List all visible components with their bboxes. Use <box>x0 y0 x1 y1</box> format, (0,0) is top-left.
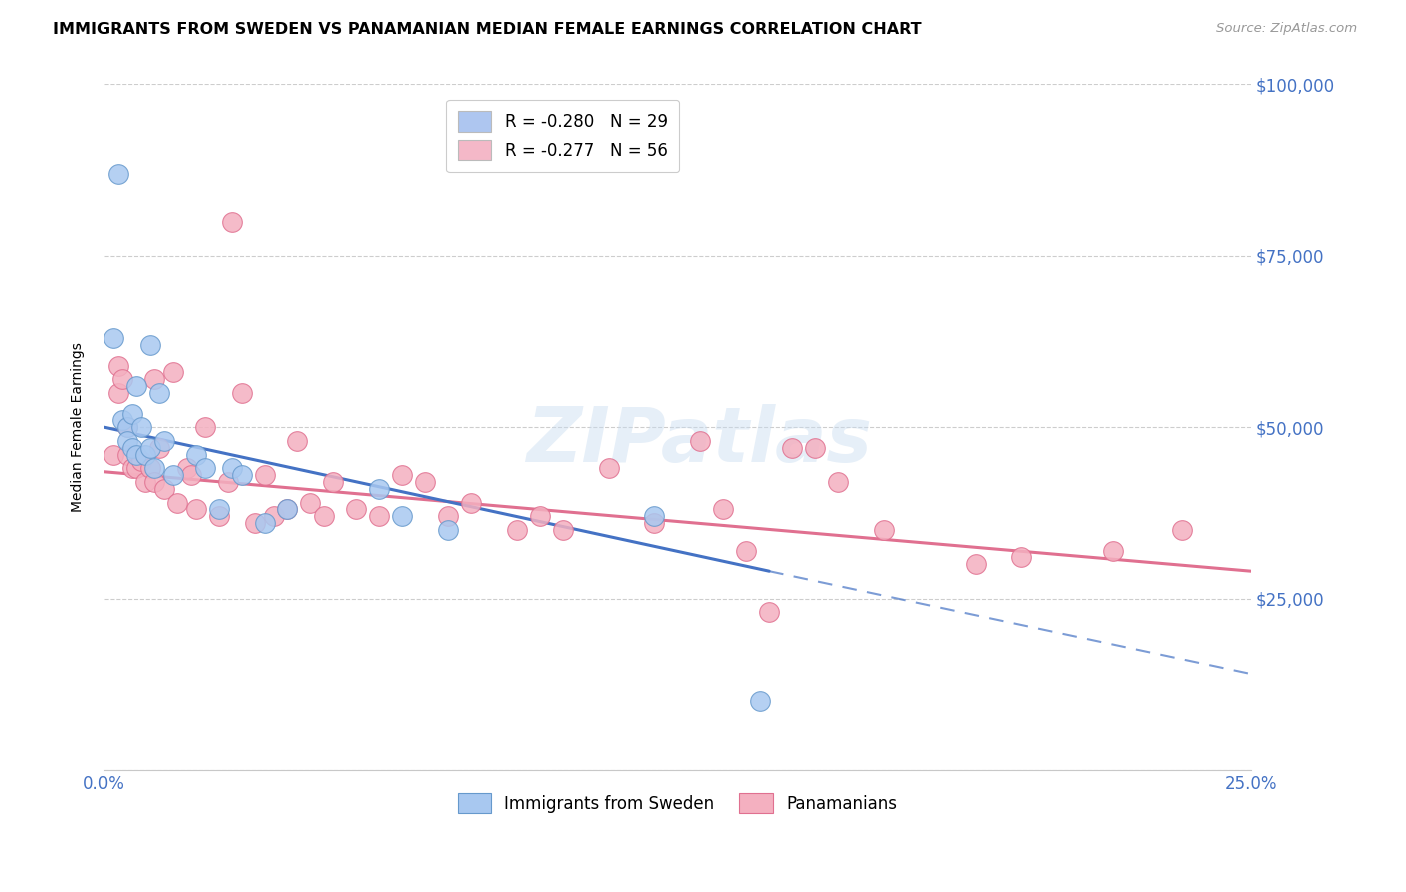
Point <box>285 434 308 448</box>
Point <box>643 516 665 531</box>
Point <box>263 509 285 524</box>
Point <box>344 502 367 516</box>
Point <box>551 523 574 537</box>
Point <box>121 407 143 421</box>
Point <box>437 523 460 537</box>
Point <box>162 468 184 483</box>
Point <box>253 516 276 531</box>
Point <box>253 468 276 483</box>
Point <box>827 475 849 489</box>
Point <box>143 475 166 489</box>
Point <box>231 468 253 483</box>
Point <box>506 523 529 537</box>
Point <box>689 434 711 448</box>
Point <box>166 495 188 509</box>
Point <box>121 461 143 475</box>
Point <box>134 448 156 462</box>
Point <box>598 461 620 475</box>
Point <box>129 454 152 468</box>
Point <box>965 558 987 572</box>
Point <box>437 509 460 524</box>
Point <box>115 434 138 448</box>
Point <box>780 441 803 455</box>
Point <box>735 543 758 558</box>
Point <box>194 420 217 434</box>
Text: ZIPatlas: ZIPatlas <box>527 404 873 478</box>
Point <box>184 502 207 516</box>
Point <box>749 694 772 708</box>
Point <box>148 441 170 455</box>
Point <box>115 420 138 434</box>
Point <box>107 386 129 401</box>
Legend: Immigrants from Sweden, Panamanians: Immigrants from Sweden, Panamanians <box>447 783 907 823</box>
Point <box>276 502 298 516</box>
Point <box>134 475 156 489</box>
Point <box>125 448 148 462</box>
Point <box>1102 543 1125 558</box>
Point <box>107 359 129 373</box>
Point <box>758 605 780 619</box>
Point <box>176 461 198 475</box>
Point <box>217 475 239 489</box>
Point <box>711 502 734 516</box>
Point <box>208 502 231 516</box>
Point <box>139 338 162 352</box>
Point <box>121 441 143 455</box>
Point <box>115 420 138 434</box>
Point <box>460 495 482 509</box>
Text: Source: ZipAtlas.com: Source: ZipAtlas.com <box>1216 22 1357 36</box>
Point <box>221 214 243 228</box>
Point <box>873 523 896 537</box>
Point <box>231 386 253 401</box>
Point <box>322 475 344 489</box>
Point <box>391 509 413 524</box>
Point <box>107 167 129 181</box>
Point <box>391 468 413 483</box>
Point <box>129 420 152 434</box>
Point <box>413 475 436 489</box>
Point <box>368 509 391 524</box>
Text: IMMIGRANTS FROM SWEDEN VS PANAMANIAN MEDIAN FEMALE EARNINGS CORRELATION CHART: IMMIGRANTS FROM SWEDEN VS PANAMANIAN MED… <box>53 22 922 37</box>
Point <box>162 365 184 379</box>
Point <box>143 372 166 386</box>
Point <box>139 441 162 455</box>
Y-axis label: Median Female Earnings: Median Female Earnings <box>72 343 86 512</box>
Point <box>125 461 148 475</box>
Point <box>1010 550 1032 565</box>
Point <box>245 516 267 531</box>
Point <box>125 379 148 393</box>
Point <box>299 495 322 509</box>
Point <box>804 441 827 455</box>
Point <box>139 461 162 475</box>
Point <box>111 413 134 427</box>
Point <box>368 482 391 496</box>
Point <box>184 448 207 462</box>
Point <box>180 468 202 483</box>
Point <box>101 331 124 345</box>
Point <box>276 502 298 516</box>
Point <box>101 448 124 462</box>
Point <box>111 372 134 386</box>
Point <box>115 448 138 462</box>
Point <box>152 482 174 496</box>
Point <box>221 461 243 475</box>
Point <box>148 386 170 401</box>
Point <box>152 434 174 448</box>
Point <box>529 509 551 524</box>
Point <box>643 509 665 524</box>
Point <box>314 509 336 524</box>
Point <box>194 461 217 475</box>
Point <box>1171 523 1194 537</box>
Point <box>143 461 166 475</box>
Point <box>208 509 231 524</box>
